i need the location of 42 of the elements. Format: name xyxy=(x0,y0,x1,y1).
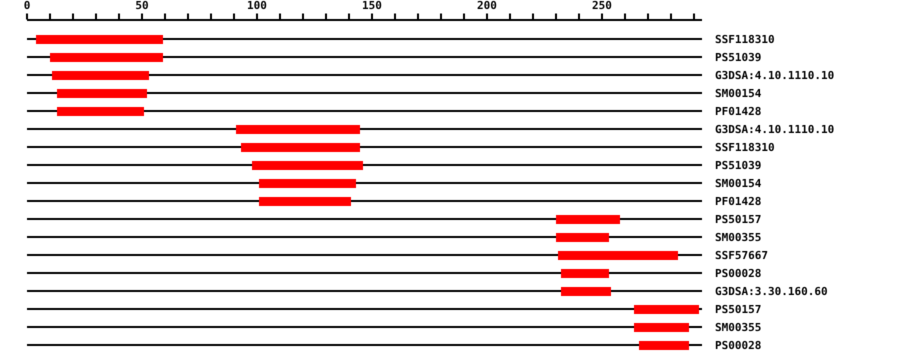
bar xyxy=(36,35,163,44)
bar xyxy=(52,71,149,80)
bar xyxy=(634,305,699,314)
y-tick-label: G3DSA:4.10.1110.10 xyxy=(715,122,834,136)
x-tick-label: 200 xyxy=(477,0,497,12)
bar xyxy=(556,233,609,242)
y-tick-label: G3DSA:3.30.160.60 xyxy=(715,284,828,298)
y-tick-label: SSF118310 xyxy=(715,32,775,46)
y-tick-label: PS00028 xyxy=(715,266,762,280)
bar xyxy=(556,215,620,224)
y-tick-label: SSF118310 xyxy=(715,140,775,154)
x-tick-label: 250 xyxy=(592,0,612,12)
y-tick-label: SSF57667 xyxy=(715,248,768,262)
y-tick-label: SM00355 xyxy=(715,230,762,244)
y-tick-label: SM00355 xyxy=(715,320,762,334)
x-tick-label: 0 xyxy=(24,0,30,12)
y-tick-label: PS50157 xyxy=(715,212,762,226)
bar xyxy=(259,197,351,206)
bar xyxy=(57,89,147,98)
bar xyxy=(252,161,363,170)
bar xyxy=(558,251,678,260)
y-tick-label: G3DSA:4.10.1110.10 xyxy=(715,68,834,82)
bar xyxy=(57,107,144,116)
bar xyxy=(561,269,609,278)
y-tick-label: PS51039 xyxy=(715,50,762,64)
bar xyxy=(634,323,689,332)
bar xyxy=(236,125,360,134)
y-tick-label: PS00028 xyxy=(715,338,762,352)
bar xyxy=(50,53,163,62)
bar xyxy=(259,179,356,188)
y-tick-label: SM00154 xyxy=(715,86,762,100)
x-tick-label: 50 xyxy=(135,0,149,12)
y-tick-label: PF01428 xyxy=(715,104,762,118)
y-tick-label: PS51039 xyxy=(715,158,762,172)
bar xyxy=(639,341,689,350)
x-tick-label: 150 xyxy=(362,0,382,12)
y-tick-label: SM00154 xyxy=(715,176,762,190)
x-tick-label: 100 xyxy=(247,0,267,12)
y-tick-label: PF01428 xyxy=(715,194,762,208)
y-tick-label: PS50157 xyxy=(715,302,762,316)
bar xyxy=(241,143,360,152)
bar xyxy=(561,287,611,296)
